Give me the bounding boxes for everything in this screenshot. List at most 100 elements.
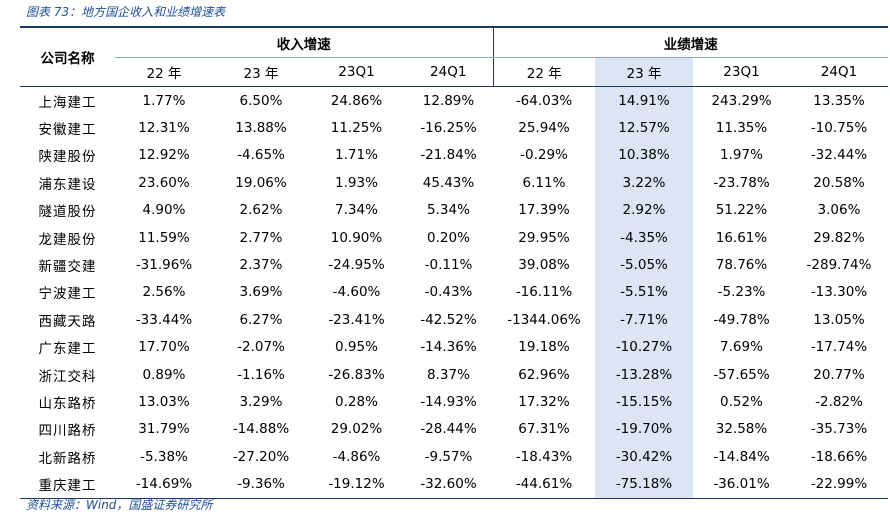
title: 图表 73：地方国企收入和业绩增速表 xyxy=(26,5,226,19)
cell: 16.61% xyxy=(715,229,768,246)
cell: 17.70% xyxy=(138,339,190,356)
cell: 0.52% xyxy=(720,393,763,410)
company-name: 浙江交科 xyxy=(38,368,97,385)
cell: 2.77% xyxy=(239,229,283,246)
company-name: 西藏天路 xyxy=(38,313,97,330)
cell: 19.06% xyxy=(235,174,287,191)
cell: 13.03% xyxy=(138,393,190,410)
cell: -13.28% xyxy=(595,360,693,389)
cell: 13.35% xyxy=(813,92,865,109)
cell: -4.65% xyxy=(237,147,285,164)
cell: 11.25% xyxy=(330,120,383,137)
cell: 13.88% xyxy=(235,120,287,137)
cell: -289.74% xyxy=(806,257,872,274)
cell: 39.08% xyxy=(518,257,570,274)
cell: 2.37% xyxy=(239,257,283,274)
cell: 12.31% xyxy=(138,120,190,137)
cell: -10.75% xyxy=(810,120,868,137)
cell: 51.22% xyxy=(715,202,768,219)
table-row: 新疆交建 -31.96% 2.37% -24.95% -0.11% 39.08% -5.05… xyxy=(20,251,888,279)
company-header: 公司名称 xyxy=(20,27,115,87)
cell: 3.06% xyxy=(817,202,861,219)
cell: -10.27% xyxy=(595,333,693,361)
cell: 20.58% xyxy=(813,174,865,191)
table-row: 广东建工 17.70% -2.07% 0.95% -14.36% 19.18% -10.27… xyxy=(20,333,888,361)
cell: -1344.06% xyxy=(507,311,581,328)
table-row: 四川路桥 31.79% -14.88% 29.02% -28.44% 67.31% -19.… xyxy=(20,415,888,444)
subheader: 23Q1 xyxy=(693,57,790,87)
cell: 24.86% xyxy=(330,92,383,109)
cell: 1.71% xyxy=(335,147,378,164)
cell: -13.30% xyxy=(810,284,868,301)
cell: -31.96% xyxy=(135,257,193,274)
cell: 2.92% xyxy=(595,196,693,224)
cell: -44.61% xyxy=(493,470,595,499)
cell: -49.78% xyxy=(713,311,770,328)
cell: -0.11% xyxy=(424,257,473,274)
cell: 243.29% xyxy=(711,92,772,109)
cell: -75.18% xyxy=(595,470,693,499)
subheader-row: 22 年 23 年 23Q1 24Q1 22 年 23 年 23Q1 24Q1 xyxy=(20,57,888,87)
cell: -18.66% xyxy=(810,448,868,465)
cell: 12.57% xyxy=(595,114,693,142)
cell: 67.31% xyxy=(518,421,570,438)
cell: 0.20% xyxy=(427,229,470,246)
company-name: 重庆建工 xyxy=(20,470,115,499)
cell: 0.89% xyxy=(142,366,186,383)
cell: 29.82% xyxy=(813,229,865,246)
cell: -5.51% xyxy=(595,278,693,307)
cell: -4.60% xyxy=(332,284,381,301)
cell: -17.74% xyxy=(810,339,868,356)
company-name: 山东路桥 xyxy=(38,395,97,412)
cell: -28.44% xyxy=(420,421,477,438)
company-name: 北新路桥 xyxy=(38,450,97,467)
subheader: 23 年 xyxy=(213,57,309,87)
cell: 4.90% xyxy=(142,202,186,219)
cell: -9.57% xyxy=(424,448,473,465)
cell: 29.02% xyxy=(330,421,383,438)
company-name: 浦东建设 xyxy=(38,176,97,193)
cell: -19.70% xyxy=(595,415,693,444)
company-name: 宁波建工 xyxy=(38,286,97,303)
table-row: 西藏天路 -33.44% 6.27% -23.41% -42.52% -1344.06% -… xyxy=(20,306,888,334)
cell: 7.34% xyxy=(335,202,378,219)
group-header: 收入增速 xyxy=(115,27,493,58)
cell: 1.77% xyxy=(142,92,186,109)
subheader: 23 年 xyxy=(595,57,693,87)
cell: 0.95% xyxy=(335,339,378,356)
cell: -21.84% xyxy=(420,147,477,164)
cell: -27.20% xyxy=(232,448,290,465)
subheader: 24Q1 xyxy=(790,57,888,87)
cell: 2.56% xyxy=(142,284,186,301)
cell: 14.91% xyxy=(595,86,693,115)
cell: 11.59% xyxy=(138,229,190,246)
subheader: 23Q1 xyxy=(309,57,404,87)
cell: 6.11% xyxy=(522,174,566,191)
cell: 20.77% xyxy=(813,366,865,383)
cell: -16.25% xyxy=(420,120,477,137)
cell: 12.89% xyxy=(422,92,475,109)
cell: -15.15% xyxy=(595,388,693,416)
table-row: 山东路桥 13.03% 3.29% 0.28% -14.93% 17.32% -15.15%… xyxy=(20,388,888,416)
cell: -2.82% xyxy=(815,393,863,410)
cell: 17.39% xyxy=(518,202,570,219)
cell: 10.90% xyxy=(330,229,383,246)
cell: -14.88% xyxy=(232,421,290,438)
subheader: 22 年 xyxy=(115,57,213,87)
company-name: 上海建工 xyxy=(38,94,97,111)
table-body: 上海建工 1.77% 6.50% 24.86% 12.89% -64.03% 14.91% 2… xyxy=(20,86,888,499)
cell: 31.79% xyxy=(138,421,190,438)
company-name: 陕建股份 xyxy=(38,149,97,166)
cell: -14.84% xyxy=(713,448,770,465)
company-name: 安徽建工 xyxy=(38,122,97,139)
table-row: 上海建工 1.77% 6.50% 24.86% 12.89% -64.03% 14.91% 2… xyxy=(20,86,888,115)
cell: -32.60% xyxy=(404,470,493,499)
cell: 6.27% xyxy=(239,311,283,328)
cell: 8.37% xyxy=(427,366,470,383)
cell: -7.71% xyxy=(595,306,693,334)
cell: -2.07% xyxy=(237,339,285,356)
cell: -5.23% xyxy=(717,284,766,301)
